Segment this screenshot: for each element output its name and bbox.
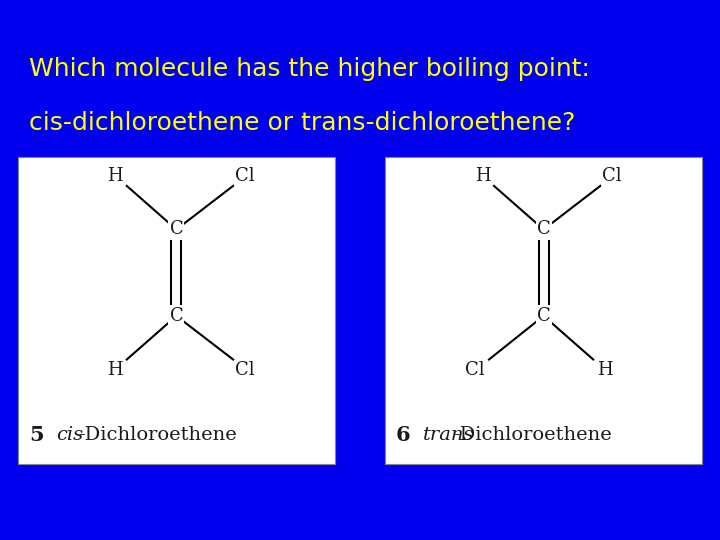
Text: cis: cis [56,426,84,444]
Text: cis-dichloroethene or trans-dichloroethene?: cis-dichloroethene or trans-dichloroethe… [29,111,575,134]
Text: Cl: Cl [235,166,255,185]
Bar [385,157,702,464]
Text: Cl: Cl [602,166,622,185]
Text: -Dichloroethene: -Dichloroethene [454,426,612,444]
Text: Which molecule has the higher boiling point:: Which molecule has the higher boiling po… [29,57,590,80]
Text: H: H [474,166,490,185]
Text: trans: trans [423,426,474,444]
Text: C: C [536,220,551,239]
Text: C: C [169,307,184,325]
Bar [18,157,335,464]
Text: H: H [597,361,613,379]
Text: C: C [169,220,184,239]
Text: H: H [107,166,123,185]
Text: -Dichloroethene: -Dichloroethene [78,426,236,444]
Text: C: C [536,307,551,325]
Text: Cl: Cl [235,361,255,379]
Text: 6: 6 [396,424,410,445]
Text: Cl: Cl [465,361,485,379]
Text: H: H [107,361,123,379]
Text: 5: 5 [29,424,43,445]
